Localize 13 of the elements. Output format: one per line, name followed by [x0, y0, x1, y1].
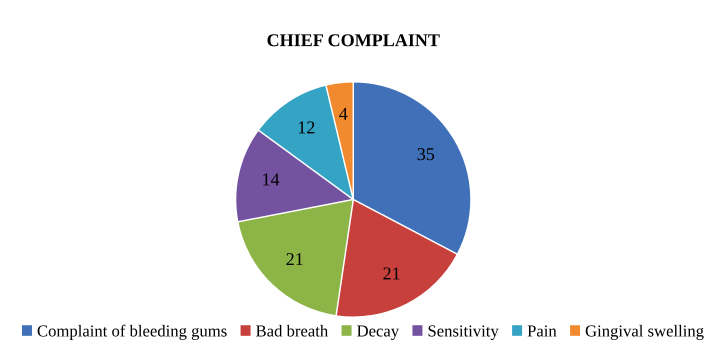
data-label: 21: [286, 253, 303, 266]
legend-label: Bad breath: [256, 324, 328, 337]
chart-title: CHIEF COMPLAINT: [267, 34, 440, 46]
data-label: 21: [383, 267, 400, 280]
legend-label: Complaint of bleeding gums: [38, 324, 227, 340]
legend-label: Decay: [357, 325, 400, 340]
legend-label: Gingival swelling: [586, 324, 704, 340]
legend-label: Pain: [528, 325, 556, 337]
data-label: 14: [263, 173, 280, 186]
data-label: 35: [418, 148, 434, 160]
data-label: 12: [298, 121, 314, 134]
data-label: 4: [339, 108, 348, 120]
legend-label: Sensitivity: [428, 325, 499, 340]
